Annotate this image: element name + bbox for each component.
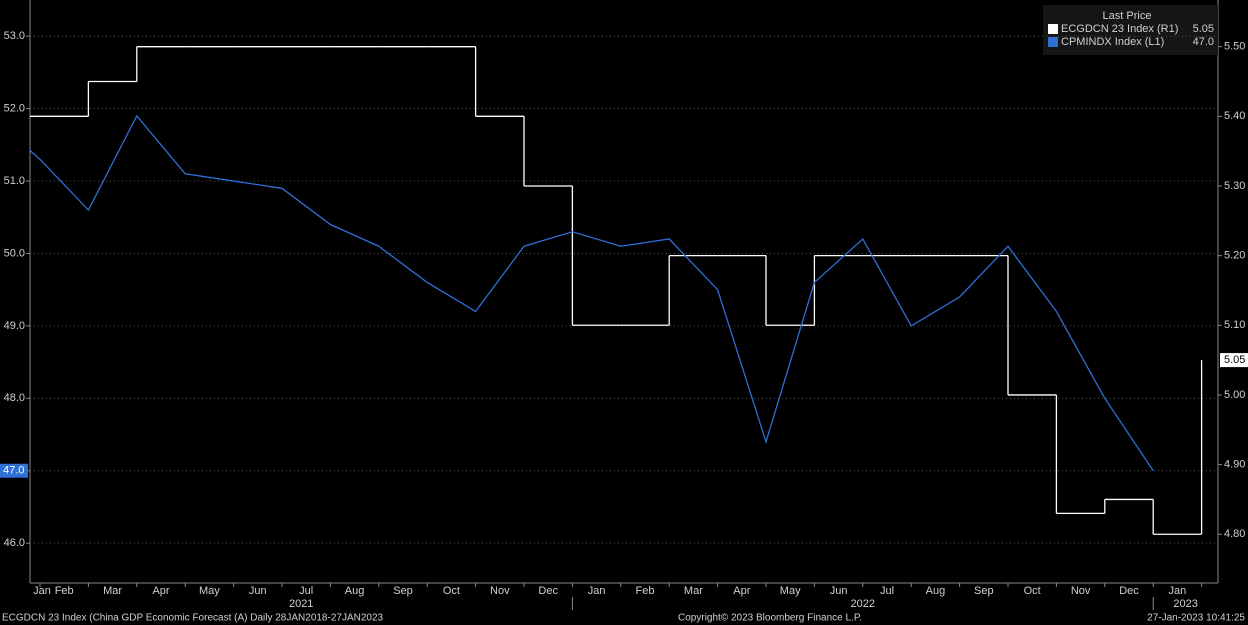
- x-tick-label: Jan: [33, 585, 51, 597]
- x-tick-label: Sep: [393, 585, 413, 597]
- x-tick-label: Dec: [538, 585, 558, 597]
- x-tick-label: Jan: [1169, 585, 1187, 597]
- y-tick-label: 49.0: [4, 320, 25, 332]
- legend-value: 47.0: [1193, 36, 1214, 48]
- x-tick-label: Jul: [880, 585, 894, 597]
- x-tick-label: Oct: [443, 585, 460, 597]
- x-tick-label: Oct: [1024, 585, 1041, 597]
- legend: Last Price ECGDCN 23 Index (R1) 5.05 CPMIN…: [1043, 5, 1218, 55]
- x-tick-label: Feb: [55, 585, 74, 597]
- x-tick-label: Mar: [684, 585, 703, 597]
- y-tick-label: 48.0: [4, 392, 25, 404]
- x-tick-label: Sep: [974, 585, 994, 597]
- y-tick-label: 52.0: [4, 103, 25, 115]
- x-tick-label: Jun: [830, 585, 848, 597]
- x-tick-label: Jan: [588, 585, 606, 597]
- x-tick-label: Mar: [103, 585, 122, 597]
- y2-tick-label: 4.80: [1224, 528, 1245, 540]
- y-tick-label: 53.0: [4, 30, 25, 42]
- last-value-label: 5.05: [1224, 354, 1245, 366]
- x-tick-label: Aug: [345, 585, 365, 597]
- x-tick-label: May: [199, 585, 220, 597]
- legend-value: 5.05: [1193, 23, 1214, 35]
- plot-area: [30, 46, 1203, 535]
- x-tick-label: Dec: [1119, 585, 1139, 597]
- year-label: 2023: [1173, 598, 1197, 610]
- y-tick-label: 50.0: [4, 247, 25, 259]
- series-line: [30, 114, 1154, 472]
- legend-box: [1043, 5, 1218, 55]
- y2-tick-label: 5.30: [1224, 180, 1245, 192]
- x-tick-label: Aug: [926, 585, 946, 597]
- year-label: 2021: [289, 598, 313, 610]
- x-tick-label: May: [780, 585, 801, 597]
- legend-swatch: [1048, 24, 1058, 34]
- y2-tick-label: 5.10: [1224, 319, 1245, 331]
- y-tick-label: 51.0: [4, 175, 25, 187]
- x-tick-label: Nov: [490, 585, 510, 597]
- x-tick-label: Feb: [636, 585, 655, 597]
- legend-title: Last Price: [1103, 10, 1152, 22]
- footer-right: 27-Jan-2023 10:41:25: [1147, 613, 1245, 624]
- x-tick-label: Nov: [1071, 585, 1091, 597]
- legend-label: ECGDCN 23 Index (R1): [1061, 23, 1178, 35]
- last-value-box: [0, 463, 28, 478]
- last-value-label: 47.0: [3, 465, 24, 477]
- year-label: 2022: [851, 598, 875, 610]
- footer-left: ECGDCN 23 Index (China GDP Economic Fore…: [2, 613, 384, 624]
- y2-tick-label: 5.20: [1224, 250, 1245, 262]
- y2-tick-label: 5.50: [1224, 41, 1245, 53]
- y2-tick-label: 5.40: [1224, 110, 1245, 122]
- legend-label: CPMINDX Index (L1): [1061, 36, 1164, 48]
- x-tick-label: Apr: [733, 585, 750, 597]
- x-tick-label: Jun: [249, 585, 267, 597]
- y-tick-label: 46.0: [4, 537, 25, 549]
- last-value-box: [1220, 353, 1248, 368]
- footer-center: Copyright© 2023 Bloomberg Finance L.P.: [678, 613, 862, 624]
- x-tick-label: Apr: [152, 585, 169, 597]
- y2-tick-label: 5.00: [1224, 389, 1245, 401]
- legend-swatch: [1048, 37, 1058, 47]
- x-tick-label: Jul: [299, 585, 313, 597]
- y2-tick-label: 4.90: [1224, 458, 1245, 470]
